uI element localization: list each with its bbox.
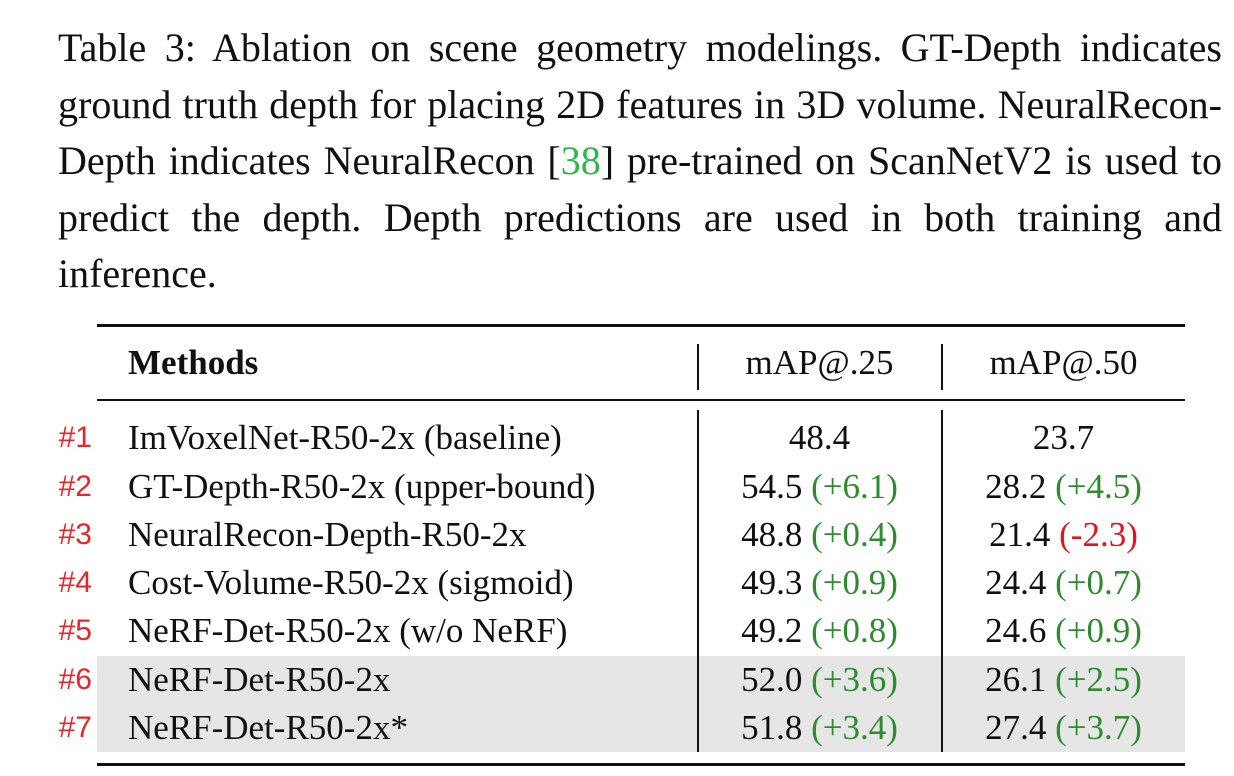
map25-cell: 52.0 (+3.6) (698, 656, 941, 704)
row-number: #2 (58, 470, 92, 503)
map25-cell: 48.4 (698, 414, 941, 462)
metric-value: 48.4 (788, 418, 851, 457)
row-number: #1 (58, 421, 92, 454)
method-name: NeRF-Det-R50-2x (w/o NeRF) (128, 611, 568, 650)
metric-value: 24.4 (985, 563, 1047, 602)
positive-delta: (+3.6) (811, 660, 898, 699)
positive-delta: (+0.9) (811, 563, 898, 602)
positive-delta: (+3.7) (1055, 708, 1142, 747)
metric-value: 48.8 (741, 515, 803, 554)
map50-cell: 23.7 (942, 414, 1185, 462)
metric-value: 52.0 (741, 660, 803, 699)
citation-link[interactable]: 38 (560, 138, 601, 183)
metric-value: 27.4 (985, 708, 1047, 747)
row-number: #7 (58, 711, 92, 744)
caption-text-end: ] pre-trained on ScanNetV2 is used to pr… (58, 138, 1222, 296)
positive-delta: (+0.7) (1055, 563, 1142, 602)
map25-cell: 51.8 (+3.4) (698, 704, 941, 752)
map50-cell: 24.6 (+0.9) (942, 607, 1185, 655)
header-rule (97, 399, 1185, 401)
table-caption: Table 3: Ablation on scene geometry mode… (58, 20, 1222, 303)
header-methods: Methods (128, 343, 259, 382)
metric-value: 51.8 (741, 708, 803, 747)
map25-cell: 54.5 (+6.1) (698, 463, 941, 511)
map50-cell: 21.4 (-2.3) (942, 511, 1185, 559)
positive-delta: (+0.8) (811, 611, 898, 650)
method-name: ImVoxelNet-R50-2x (baseline) (128, 418, 562, 457)
method-name: NeRF-Det-R50-2x* (128, 708, 408, 747)
row-number: #6 (58, 663, 92, 696)
row-number: #4 (58, 566, 92, 599)
column-divider (697, 344, 699, 390)
caption-text: Table 3: Ablation on scene geometry mode… (58, 25, 1222, 183)
column-divider (941, 410, 943, 752)
method-name: NeuralRecon-Depth-R50-2x (128, 515, 527, 554)
map25-cell: 49.2 (+0.8) (698, 607, 941, 655)
map50-cell: 26.1 (+2.5) (942, 656, 1185, 704)
column-divider (941, 344, 943, 390)
metric-value: 28.2 (985, 467, 1047, 506)
header-map25: mAP@.25 (745, 343, 894, 382)
positive-delta: (+0.9) (1055, 611, 1142, 650)
positive-delta: (+2.5) (1055, 660, 1142, 699)
row-number: #3 (58, 518, 92, 551)
positive-delta: (+4.5) (1055, 467, 1142, 506)
metric-value: 49.3 (741, 563, 803, 602)
negative-delta: (-2.3) (1059, 515, 1138, 554)
row-number: #5 (58, 614, 92, 647)
bottom-rule (97, 763, 1185, 766)
map25-cell: 49.3 (+0.9) (698, 559, 941, 607)
positive-delta: (+6.1) (811, 467, 898, 506)
metric-value: 54.5 (741, 467, 803, 506)
metric-value: 49.2 (741, 611, 803, 650)
metric-value: 23.7 (1032, 418, 1095, 457)
column-divider (697, 410, 699, 752)
metric-value: 26.1 (985, 660, 1047, 699)
metric-value: 21.4 (989, 515, 1051, 554)
map50-cell: 27.4 (+3.7) (942, 704, 1185, 752)
metric-value: 24.6 (985, 611, 1047, 650)
map50-cell: 24.4 (+0.7) (942, 559, 1185, 607)
method-name: Cost-Volume-R50-2x (sigmoid) (128, 563, 574, 602)
map50-cell: 28.2 (+4.5) (942, 463, 1185, 511)
positive-delta: (+0.4) (811, 515, 898, 554)
method-name: GT-Depth-R50-2x (upper-bound) (128, 467, 596, 506)
positive-delta: (+3.4) (811, 708, 898, 747)
header-map50: mAP@.50 (989, 343, 1138, 382)
method-name: NeRF-Det-R50-2x (128, 660, 391, 699)
top-rule (97, 324, 1185, 327)
map25-cell: 48.8 (+0.4) (698, 511, 941, 559)
highlighted-rows (97, 656, 1185, 752)
